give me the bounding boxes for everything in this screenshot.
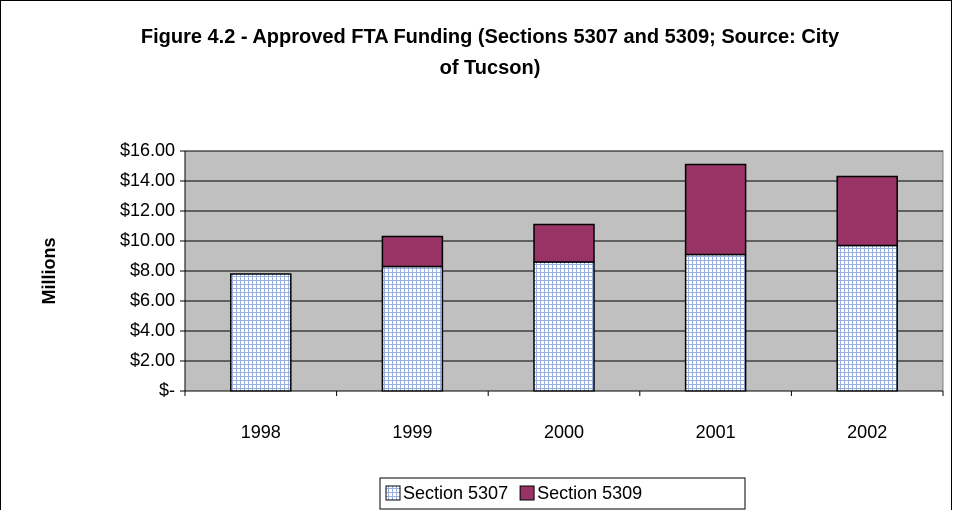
x-tick-label: 2002 bbox=[847, 422, 887, 442]
x-tick-label: 2001 bbox=[696, 422, 736, 442]
bar-segment bbox=[836, 175, 898, 247]
x-tick-label: 2000 bbox=[544, 422, 584, 442]
y-tick-label: $14.00 bbox=[120, 170, 175, 190]
bar-segment bbox=[836, 244, 898, 392]
bar-segment bbox=[381, 235, 444, 268]
y-tick-label: $12.00 bbox=[120, 200, 175, 220]
y-tick-label: $8.00 bbox=[130, 260, 175, 280]
x-tick-label: 1998 bbox=[241, 422, 281, 442]
legend-label: Section 5309 bbox=[537, 483, 642, 503]
y-tick-label: $6.00 bbox=[130, 290, 175, 310]
bar-segment bbox=[684, 163, 747, 256]
y-tick-label: $4.00 bbox=[130, 320, 175, 340]
bar-segment bbox=[533, 261, 595, 392]
legend-box bbox=[379, 477, 746, 510]
bar-segment bbox=[684, 253, 747, 392]
legend-swatch bbox=[385, 485, 401, 501]
bar-segment bbox=[230, 273, 292, 392]
y-tick-label: $- bbox=[159, 380, 175, 400]
legend: Section 5307 Section 5309 bbox=[379, 477, 746, 510]
legend-swatch bbox=[519, 485, 535, 501]
y-tick-label: $16.00 bbox=[120, 140, 175, 160]
chart-title: Figure 4.2 - Approved FTA Funding (Secti… bbox=[140, 26, 840, 79]
x-tick-label: 1999 bbox=[392, 422, 432, 442]
bar-segment bbox=[533, 223, 595, 263]
y-axis-label: Millions bbox=[39, 238, 59, 305]
bar-segment bbox=[381, 265, 444, 392]
y-tick-label: $10.00 bbox=[120, 230, 175, 250]
legend-label: Section 5307 bbox=[403, 483, 508, 503]
y-tick-label: $2.00 bbox=[130, 350, 175, 370]
